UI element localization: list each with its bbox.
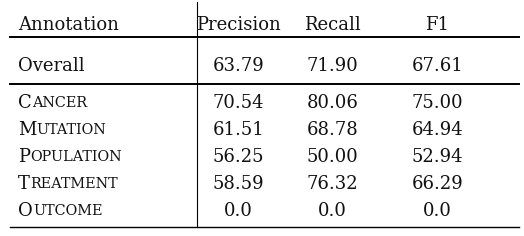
Text: 52.94: 52.94 [412, 148, 463, 166]
Text: 50.00: 50.00 [307, 148, 358, 166]
Text: M: M [18, 121, 37, 139]
Text: Recall: Recall [304, 16, 361, 34]
Text: 0.0: 0.0 [224, 202, 253, 220]
Text: 75.00: 75.00 [412, 94, 463, 112]
Text: 63.79: 63.79 [213, 57, 264, 75]
Text: 70.54: 70.54 [213, 94, 264, 112]
Text: Overall: Overall [18, 57, 85, 75]
Text: Precision: Precision [196, 16, 281, 34]
Text: 64.94: 64.94 [412, 121, 463, 139]
Text: 0.0: 0.0 [423, 202, 452, 220]
Text: 71.90: 71.90 [307, 57, 358, 75]
Text: 56.25: 56.25 [213, 148, 264, 166]
Text: Annotation: Annotation [18, 16, 119, 34]
Text: 66.29: 66.29 [412, 175, 463, 193]
Text: ANCER: ANCER [32, 96, 87, 110]
Text: 80.06: 80.06 [307, 94, 358, 112]
Text: OPULATION: OPULATION [30, 150, 122, 164]
Text: 76.32: 76.32 [307, 175, 358, 193]
Text: 61.51: 61.51 [213, 121, 264, 139]
Text: O: O [18, 202, 33, 220]
Text: REATMENT: REATMENT [30, 177, 118, 191]
Text: 58.59: 58.59 [213, 175, 264, 193]
Text: 67.61: 67.61 [412, 57, 463, 75]
Text: 68.78: 68.78 [307, 121, 358, 139]
Text: F1: F1 [425, 16, 450, 34]
Text: T: T [18, 175, 30, 193]
Text: C: C [18, 94, 32, 112]
Text: UTCOME: UTCOME [33, 204, 103, 218]
Text: UTATION: UTATION [37, 123, 106, 137]
Text: 0.0: 0.0 [318, 202, 347, 220]
Text: P: P [18, 148, 30, 166]
